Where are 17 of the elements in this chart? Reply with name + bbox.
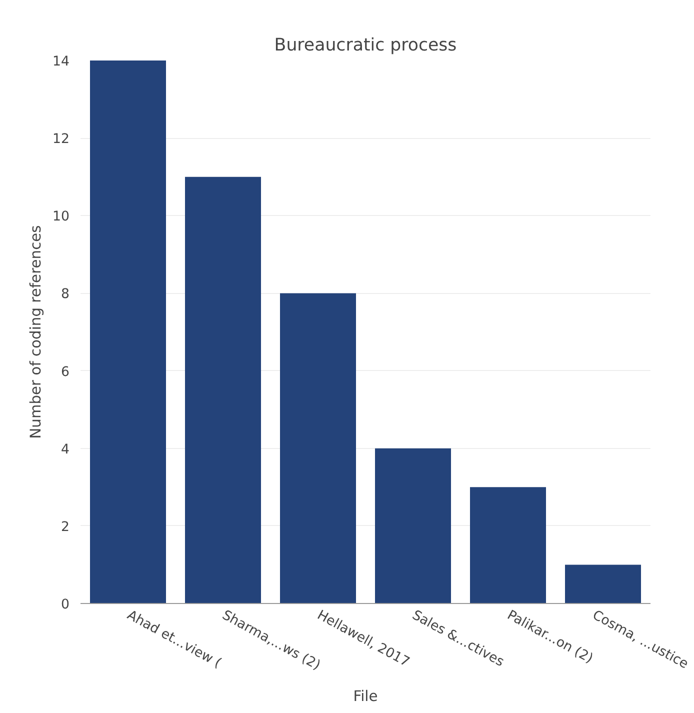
bar [375,448,451,604]
y-axis-title: Number of coding references [28,225,45,439]
bar [565,564,641,604]
y-tick-label: 8 [61,287,70,302]
y-tick-label: 4 [61,442,70,458]
bar [185,176,261,604]
bar [470,487,546,604]
y-tick-label: 12 [52,132,70,148]
bar [280,293,356,604]
y-tick-label: 6 [61,364,70,380]
y-tick-label: 10 [52,210,70,225]
y-tick-label: 0 [61,598,70,612]
bar [90,60,166,604]
x-axis-title: File [353,688,378,706]
y-tick-label: 2 [61,520,70,535]
chart-title: Bureaucratic process [274,36,457,56]
y-tick-label: 14 [52,54,70,70]
